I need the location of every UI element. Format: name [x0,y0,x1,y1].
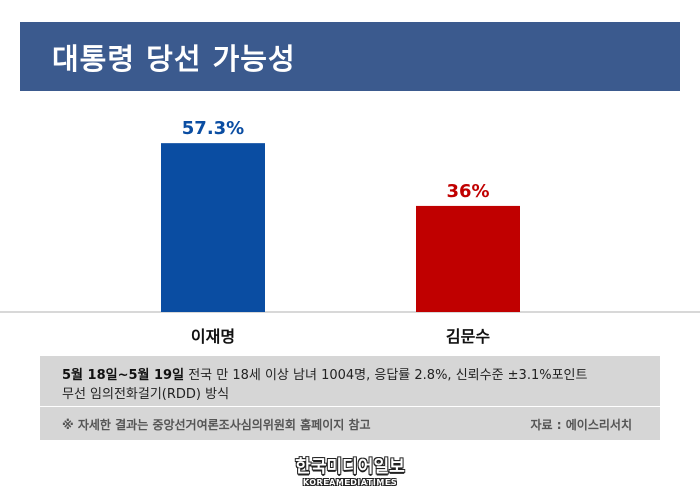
divider [40,406,660,407]
bar-chart: 57.3% 이재명 36% 김문수 [0,118,700,346]
category-label-2: 김문수 [446,327,490,346]
data-label-1: 57.3% [182,118,244,139]
survey-info-box: 5월 18일~5월 19일 전국 만 18세 이상 남녀 1004명, 응답률 … [40,356,660,440]
survey-date-range: 5월 18일~5월 19일 [62,368,185,383]
bar-2 [416,205,520,312]
title-banner: 대통령 당선 가능성 [20,22,680,91]
survey-method-line: 5월 18일~5월 19일 전국 만 18세 이상 남녀 1004명, 응답률 … [62,364,587,383]
logo-subtext: KOREAMEDIATIMES [302,478,398,487]
data-label-2: 36% [446,181,489,202]
reference-note: ※ 자세한 결과는 중앙선거여론조사심의위원회 홈페이지 참고 [62,418,371,432]
publisher-logo: 한국미디어일보 KOREAMEDIATIMES [290,452,410,492]
logo-text: 한국미디어일보 [295,457,405,477]
survey-details: 전국 만 18세 이상 남녀 1004명, 응답률 2.8%, 신뢰수준 ±3.… [184,368,588,383]
survey-method: 무선 임의전화걸기(RDD) 방식 [62,387,230,402]
chart-title: 대통령 당선 가능성 [52,41,296,76]
data-source: 자료 : 에이스리서치 [530,418,632,432]
category-label-1: 이재명 [191,327,235,346]
bar-1 [161,143,265,312]
